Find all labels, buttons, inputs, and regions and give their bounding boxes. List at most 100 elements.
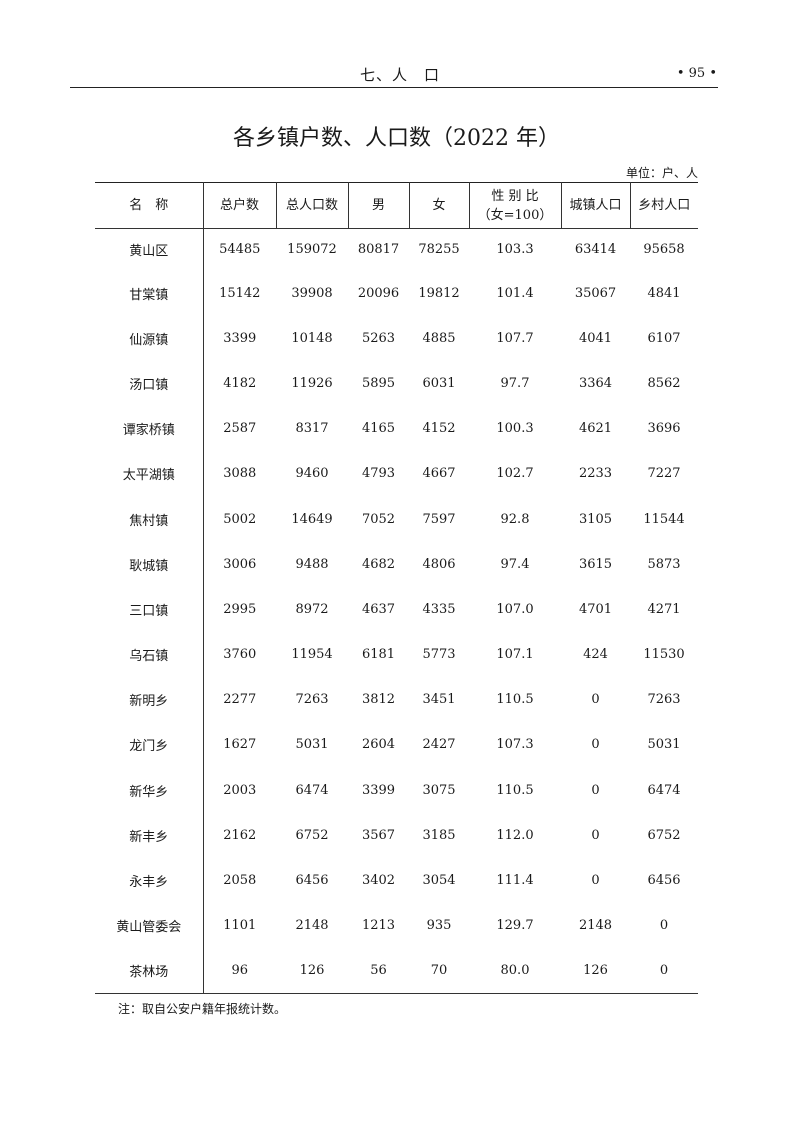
cell-name: 永丰乡: [95, 857, 204, 904]
cell-sex-ratio: 107.1: [496, 647, 534, 663]
cell-households: 96: [231, 963, 249, 979]
cell-households: 2058: [223, 873, 257, 889]
cell-total-population: 6752: [295, 827, 329, 843]
cell-name: 新华乡: [95, 767, 204, 813]
cell-households: 2003: [223, 782, 257, 798]
cell-female: 4806: [422, 556, 456, 572]
col-header-name: 名 称: [129, 198, 169, 213]
cell-name: 仙源镇: [95, 315, 204, 361]
cell-total-population: 6456: [295, 873, 329, 889]
cell-name: 甘棠镇: [95, 270, 204, 316]
table-row: 仙源镇 3399 10148 5263 4885 107.7 4041 6107: [95, 315, 698, 361]
cell-urban: 3615: [578, 556, 613, 572]
cell-female: 4667: [422, 466, 456, 482]
cell-urban: 424: [583, 647, 608, 663]
table-row: 新华乡 2003 6474 3399 3075 110.5 0 6474: [95, 767, 698, 813]
col-header-rural: 乡村人口: [629, 182, 698, 229]
cell-name: 龙门乡: [95, 722, 204, 768]
cell-urban: 35067: [574, 285, 617, 301]
cell-urban: 2148: [578, 918, 613, 934]
table-row: 乌石镇 3760 11954 6181 5773 107.1 424 11530: [95, 632, 698, 678]
table-row: 新丰乡 2162 6752 3567 3185 112.0 0 6752: [95, 812, 698, 858]
cell-female: 3075: [422, 782, 456, 798]
cell-households: 2277: [223, 692, 257, 708]
cell-female: 3185: [422, 827, 456, 843]
cell-rural: 95658: [643, 242, 685, 258]
cell-sex-ratio: 102.7: [496, 466, 534, 482]
cell-sex-ratio: 107.3: [496, 737, 534, 753]
cell-total-population: 8972: [295, 601, 329, 617]
cell-households: 54485: [219, 242, 261, 258]
table-row: 耿城镇 3006 9488 4682 4806 97.4 3615 5873: [95, 541, 698, 587]
table-row: 龙门乡 1627 5031 2604 2427 107.3 0 5031: [95, 722, 698, 768]
cell-total-population: 14649: [291, 511, 333, 527]
cell-female: 7597: [422, 511, 456, 527]
cell-urban: 2233: [578, 466, 613, 482]
cell-urban: 0: [591, 737, 600, 753]
table-row: 三口镇 2995 8972 4637 4335 107.0 4701 4271: [95, 586, 698, 632]
cell-name: 太平湖镇: [95, 451, 204, 497]
cell-urban: 0: [591, 782, 600, 798]
cell-urban: 4701: [578, 601, 613, 617]
cell-male: 5895: [361, 375, 396, 391]
cell-total-population: 7263: [295, 692, 329, 708]
cell-total-population: 6474: [295, 782, 329, 798]
col-header-households: 总户数: [202, 182, 276, 229]
header-rule: [70, 87, 718, 88]
cell-households: 2162: [223, 827, 257, 843]
cell-sex-ratio: 97.4: [500, 556, 530, 572]
cell-rural: 11544: [643, 511, 685, 527]
cell-male: 6181: [361, 647, 396, 663]
cell-male: 4682: [361, 556, 396, 572]
cell-households: 4182: [223, 375, 257, 391]
cell-sex-ratio: 110.5: [496, 782, 534, 798]
cell-male: 3399: [361, 782, 396, 798]
cell-female: 4885: [422, 330, 456, 346]
col-header-female: 女: [408, 182, 469, 229]
cell-households: 3399: [223, 330, 257, 346]
cell-female: 2427: [422, 737, 456, 753]
cell-urban: 0: [591, 692, 600, 708]
cell-urban: 0: [591, 873, 600, 889]
cell-female: 5773: [422, 647, 456, 663]
cell-households: 15142: [219, 285, 261, 301]
cell-households: 5002: [223, 511, 257, 527]
cell-sex-ratio: 100.3: [496, 421, 534, 437]
col-header-male: 男: [347, 182, 409, 229]
cell-rural: 3696: [647, 421, 681, 437]
col-header-urban: 城镇人口: [560, 182, 630, 229]
cell-sex-ratio: 92.8: [500, 511, 530, 527]
header-row: 名 称 总户数 总人口数 男 女 性 别 比 （女=100） 城镇人口 乡村人口: [95, 182, 698, 229]
cell-sex-ratio: 112.0: [496, 827, 534, 843]
cell-female: 4152: [422, 421, 456, 437]
cell-total-population: 5031: [295, 737, 329, 753]
cell-total-population: 2148: [295, 918, 329, 934]
cell-rural: 11530: [643, 647, 685, 663]
cell-female: 6031: [422, 375, 456, 391]
cell-urban: 3105: [578, 511, 613, 527]
cell-households: 2587: [223, 421, 257, 437]
cell-name: 茶林场: [95, 948, 204, 994]
cell-male: 1213: [361, 918, 396, 934]
cell-male: 3812: [361, 692, 396, 708]
unit-label: 单位：户、人: [625, 166, 698, 180]
cell-sex-ratio: 103.3: [496, 242, 534, 258]
cell-male: 3567: [361, 827, 396, 843]
cell-name: 焦村镇: [95, 496, 204, 542]
cell-male: 4637: [361, 601, 396, 617]
table-title: 各乡镇户数、人口数（2022 年）: [233, 126, 560, 151]
table-row: 甘棠镇 15142 39908 20096 19812 101.4 35067 4841: [95, 270, 698, 316]
cell-urban: 126: [583, 963, 608, 979]
cell-male: 5263: [361, 330, 396, 346]
table-row: 永丰乡 2058 6456 3402 3054 111.4 0 6456: [95, 857, 698, 904]
cell-name: 黄山管委会: [95, 903, 204, 949]
col-header-sex-ratio: 性 别 比 （女=100）: [468, 182, 561, 229]
cell-sex-ratio: 111.4: [496, 873, 534, 889]
chapter-title: 七、人 口: [360, 66, 441, 84]
cell-male: 7052: [361, 511, 396, 527]
cell-name: 谭家桥镇: [95, 406, 204, 452]
page-number: • 95 •: [676, 66, 717, 81]
cell-female: 3054: [422, 873, 456, 889]
cell-name: 黄山区: [95, 228, 204, 271]
running-header: 七、人 口 • 95 •: [0, 64, 793, 86]
